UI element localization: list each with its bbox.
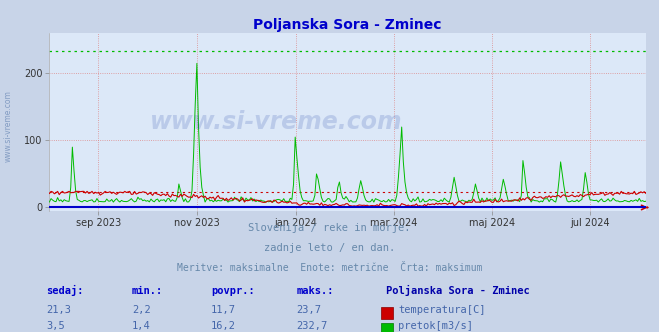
Text: 16,2: 16,2: [211, 321, 236, 331]
Text: Poljanska Sora - Zminec: Poljanska Sora - Zminec: [386, 285, 529, 296]
Text: pretok[m3/s]: pretok[m3/s]: [398, 321, 473, 331]
Text: min.:: min.:: [132, 286, 163, 296]
Text: 21,3: 21,3: [46, 305, 71, 315]
Text: sedaj:: sedaj:: [46, 285, 84, 296]
Text: 2,2: 2,2: [132, 305, 150, 315]
Text: temperatura[C]: temperatura[C]: [398, 305, 486, 315]
Text: www.si-vreme.com: www.si-vreme.com: [150, 110, 403, 134]
Text: Meritve: maksimalne  Enote: metrične  Črta: maksimum: Meritve: maksimalne Enote: metrične Črta…: [177, 263, 482, 273]
Text: maks.:: maks.:: [297, 286, 334, 296]
Text: 3,5: 3,5: [46, 321, 65, 331]
Text: www.si-vreme.com: www.si-vreme.com: [3, 90, 13, 162]
Text: 11,7: 11,7: [211, 305, 236, 315]
Text: 232,7: 232,7: [297, 321, 328, 331]
Title: Poljanska Sora - Zminec: Poljanska Sora - Zminec: [253, 18, 442, 32]
Text: 23,7: 23,7: [297, 305, 322, 315]
Text: povpr.:: povpr.:: [211, 286, 254, 296]
Text: Slovenija / reke in morje.: Slovenija / reke in morje.: [248, 223, 411, 233]
Text: 1,4: 1,4: [132, 321, 150, 331]
Text: zadnje leto / en dan.: zadnje leto / en dan.: [264, 243, 395, 253]
